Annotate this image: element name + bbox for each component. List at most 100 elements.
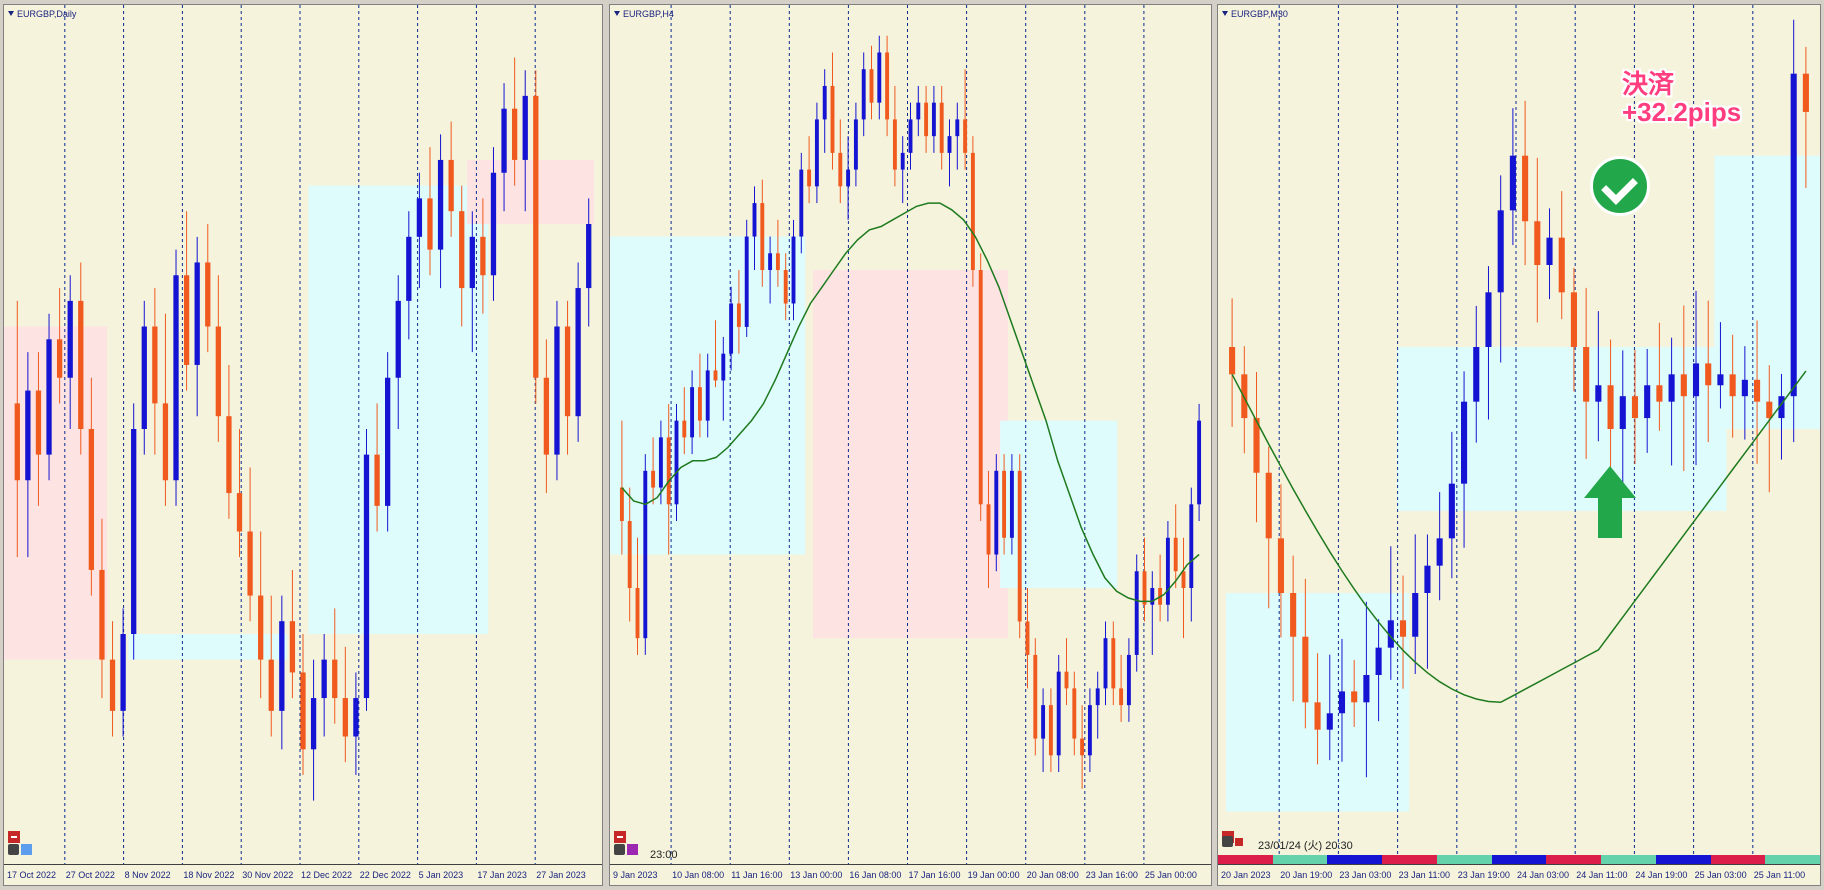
candle-body <box>1056 671 1061 756</box>
candle-body <box>1363 675 1370 703</box>
candle-body <box>1509 155 1516 211</box>
candle-body <box>385 377 391 506</box>
candle-body <box>1033 654 1038 739</box>
tick-label: 24 Jan 19:00 <box>1635 870 1688 880</box>
candle-body <box>575 288 581 417</box>
candle-body <box>1802 73 1809 112</box>
trade-result-annotation: 決済 +32.2pips <box>1622 70 1741 126</box>
candle-body <box>310 698 317 750</box>
tick-label: 24 Jan 03:00 <box>1517 870 1570 880</box>
candle-body <box>141 326 147 429</box>
session-segment <box>1327 855 1383 865</box>
candle-body <box>1290 593 1297 637</box>
color-icon[interactable] <box>21 844 32 856</box>
candle-body <box>1375 647 1382 675</box>
session-segment <box>1546 855 1602 865</box>
color-icon[interactable] <box>1235 837 1243 846</box>
candle-body <box>1705 363 1712 386</box>
close-indicator-icon[interactable] <box>614 831 626 843</box>
candle-body <box>1595 385 1602 402</box>
candle-body <box>88 429 95 570</box>
eye-icon[interactable] <box>1222 836 1233 848</box>
close-indicator-icon[interactable] <box>8 831 20 843</box>
candle-body <box>1680 374 1687 397</box>
candle-body <box>721 353 726 381</box>
candle-body <box>783 270 788 304</box>
candle-body <box>799 169 804 237</box>
tick-label: 23 Jan 19:00 <box>1457 870 1510 880</box>
candle-body <box>1338 691 1346 714</box>
session-segment <box>1655 855 1711 865</box>
h4-chart-plot <box>610 5 1202 865</box>
tick-label: 20 Jan 2023 <box>1221 870 1271 880</box>
candle-body <box>1534 221 1541 265</box>
candle-body <box>674 420 679 505</box>
candle-body <box>822 85 827 120</box>
h4-time-axis: 9 Jan 2023 10 Jan 08:00 11 Jan 16:00 13 Jan… <box>610 864 1211 885</box>
candle-body <box>1080 738 1085 756</box>
candle-body <box>35 390 42 455</box>
candle-body <box>459 211 465 289</box>
candle-body <box>1754 379 1761 402</box>
candle-body <box>1126 654 1131 706</box>
candle-body <box>690 387 695 438</box>
candle-body <box>1778 396 1785 419</box>
daily-indicator-icons <box>8 841 34 859</box>
candle-body <box>215 326 221 417</box>
candle-body <box>939 102 944 153</box>
session-bar <box>1218 855 1820 865</box>
candle-body <box>1229 347 1236 375</box>
tick-label: 17 Jan 16:00 <box>908 870 961 880</box>
candle-body <box>78 300 84 429</box>
candle-body <box>342 698 348 737</box>
candle-body <box>490 172 497 276</box>
candle-body <box>1656 385 1663 402</box>
candle-body <box>760 203 765 271</box>
session-segment <box>1218 855 1273 865</box>
candle-body <box>268 659 274 711</box>
candle-body <box>289 621 296 673</box>
candle-body <box>627 521 632 588</box>
candle-body <box>1497 210 1504 293</box>
daily-chart-plot <box>4 5 594 865</box>
candle-body <box>406 236 412 301</box>
chart-panel-h4[interactable]: EURGBP,H4 23:00 9 Jan 2023 10 Jan 08:00 11… <box>609 4 1212 886</box>
candle-body <box>1644 385 1651 419</box>
candle-body <box>658 437 663 488</box>
candle-body <box>1558 237 1565 293</box>
candle-body <box>1717 374 1724 386</box>
candle-body <box>916 102 921 120</box>
candle-body <box>25 390 31 481</box>
chart-panel-m30[interactable]: EURGBP,M30 23/01/24 (火) 20:30 20 Jan 202… <box>1217 4 1821 886</box>
candle-body <box>469 236 475 289</box>
candle-body <box>300 672 306 750</box>
candle-body <box>427 198 433 250</box>
h4-time-label: 23:00 <box>650 849 678 861</box>
candle-body <box>1041 705 1046 739</box>
candle-body <box>651 470 656 488</box>
candle-body <box>1729 374 1736 397</box>
candle-body <box>978 270 983 505</box>
tick-label: 5 Jan 2023 <box>418 870 464 880</box>
tick-label: 16 Jan 08:00 <box>849 870 902 880</box>
candle-body <box>1072 688 1077 739</box>
candle-body <box>838 152 843 187</box>
candle-body <box>1473 347 1480 402</box>
candle-body <box>807 169 812 187</box>
eye-icon[interactable] <box>614 844 625 856</box>
tick-label: 25 Jan 11:00 <box>1753 870 1806 880</box>
candle-body <box>752 203 757 237</box>
candle-body <box>963 119 968 153</box>
candle-body <box>1424 565 1431 593</box>
color-icon[interactable] <box>627 844 638 856</box>
chart-panel-daily[interactable]: EURGBP,Daily 17 Oct 2022 27 Oct 2022 8 Nov… <box>3 4 603 886</box>
eye-icon[interactable] <box>8 844 19 856</box>
candle-body <box>1103 638 1108 689</box>
tick-label: 22 Dec 2022 <box>359 870 411 880</box>
candle-body <box>120 634 126 711</box>
candle-body <box>173 275 179 481</box>
candle-body <box>1314 702 1321 730</box>
m30-time-axis: 20 Jan 2023 20 Jan 19:00 23 Jan 03:00 23 Ja… <box>1218 864 1820 885</box>
candle-body <box>564 326 571 417</box>
candle-body <box>131 429 137 634</box>
